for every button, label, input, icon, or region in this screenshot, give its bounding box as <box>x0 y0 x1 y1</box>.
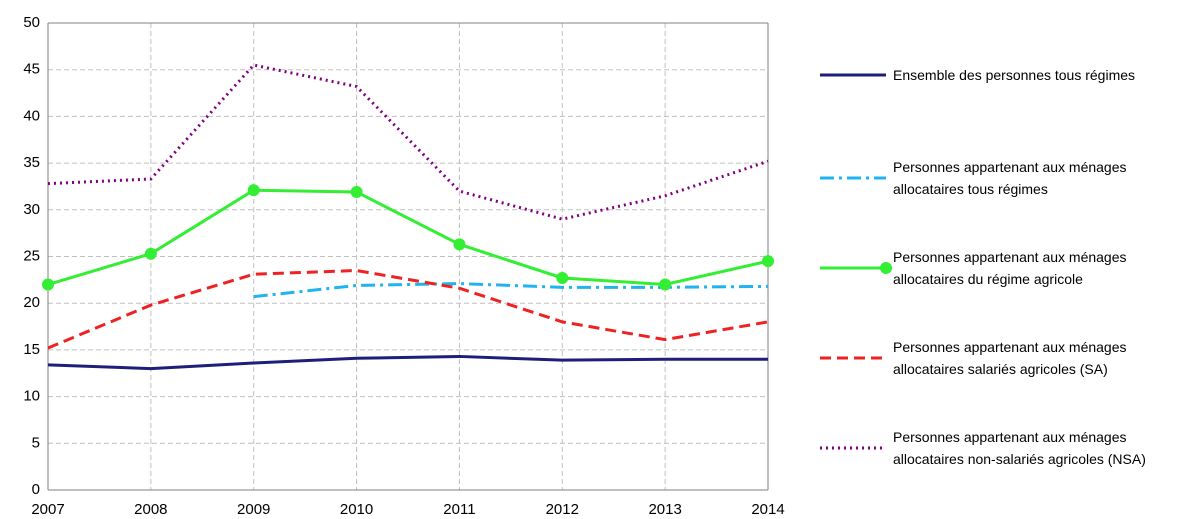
y-tick-label: 30 <box>23 201 40 218</box>
x-tick-label: 2007 <box>31 501 64 518</box>
y-tick-label: 50 <box>23 14 40 31</box>
x-tick-label: 2011 <box>443 501 475 518</box>
legend-label: Personnes appartenant aux ménages alloca… <box>893 249 1127 287</box>
x-tick-label: 2008 <box>134 501 167 518</box>
x-tick-label: 2014 <box>751 501 784 518</box>
y-tick-label: 15 <box>23 341 40 358</box>
series-line <box>47 63 769 221</box>
point-marker <box>659 278 672 291</box>
legend-label: Personnes appartenant aux ménages alloca… <box>893 429 1146 467</box>
legend-label: Personnes appartenant aux ménages alloca… <box>893 159 1127 197</box>
y-tick-label: 25 <box>23 247 40 264</box>
y-tick-label: 10 <box>23 388 40 405</box>
series-line <box>47 188 769 287</box>
y-tick-label: 20 <box>23 294 40 311</box>
point-marker <box>247 184 260 197</box>
y-tick-label: 35 <box>23 154 40 171</box>
y-tick-label: 40 <box>23 107 40 124</box>
point-marker <box>144 247 157 260</box>
legend-marker <box>880 262 892 274</box>
point-marker <box>350 186 363 199</box>
y-tick-label: 5 <box>32 434 40 451</box>
legend-label: Personnes appartenant aux ménages alloca… <box>893 339 1127 377</box>
point-marker <box>42 278 54 291</box>
series-line <box>253 282 769 299</box>
x-tick-label: 2010 <box>340 501 373 518</box>
x-tick-label: 2013 <box>648 501 681 518</box>
legend-label: Ensemble des personnes tous régimes <box>893 67 1136 83</box>
series-line <box>47 354 768 371</box>
point-marker <box>762 255 774 268</box>
series-line <box>47 269 769 350</box>
x-tick-label: 2012 <box>546 501 579 518</box>
y-tick-label: 45 <box>23 61 40 78</box>
point-marker <box>453 238 466 251</box>
point-marker <box>556 271 569 284</box>
y-tick-label: 0 <box>32 481 40 498</box>
x-tick-label: 2009 <box>237 501 270 518</box>
